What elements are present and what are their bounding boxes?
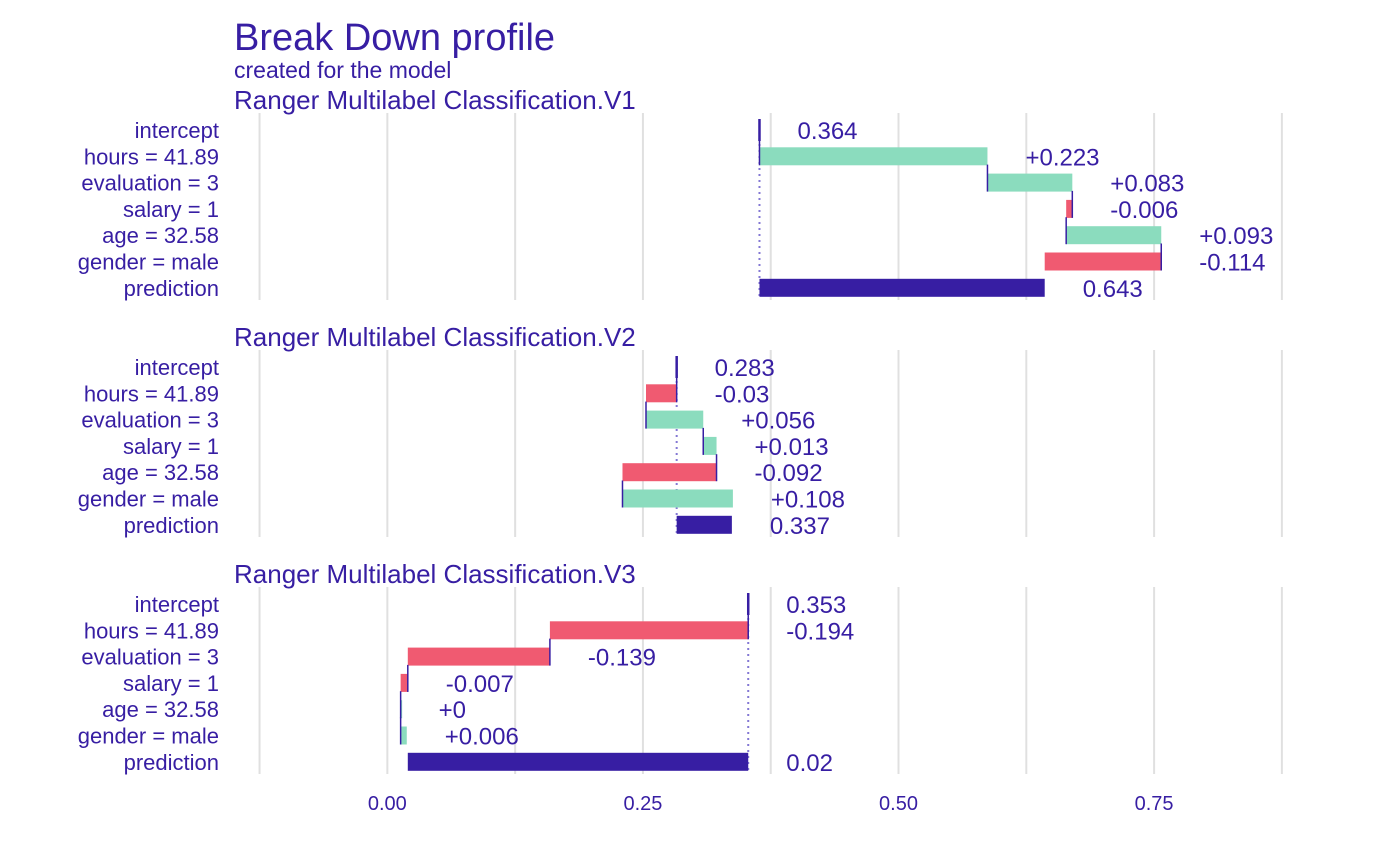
category-label: salary = 1 <box>123 197 219 222</box>
positive-contribution-bar <box>759 147 988 166</box>
prediction-bar <box>407 752 749 771</box>
panel-v2: Ranger Multilabel Classification.V2 inter… <box>78 322 1283 540</box>
value-label: 0.353 <box>786 592 846 619</box>
panel-v1: Ranger Multilabel Classification.V1 inter… <box>78 85 1283 303</box>
category-label: intercept <box>135 592 219 617</box>
positive-contribution-bar <box>645 410 704 429</box>
category-label: age = 32.58 <box>102 223 219 248</box>
value-label: 0.643 <box>1083 276 1143 303</box>
x-axis: 0.00 0.25 0.50 0.75 <box>368 793 1174 815</box>
category-label: age = 32.58 <box>102 460 219 485</box>
value-label: +0 <box>439 697 466 724</box>
value-label: +0.083 <box>1110 171 1184 198</box>
value-label: 0.02 <box>786 750 833 777</box>
value-label: -0.007 <box>446 671 514 698</box>
positive-contribution-bar <box>987 173 1073 192</box>
x-tick-label: 0.25 <box>623 793 662 815</box>
chart-subtitle: created for the model <box>234 57 451 83</box>
negative-contribution-bar <box>407 647 550 666</box>
value-label: +0.108 <box>771 487 845 514</box>
negative-contribution-bar <box>622 463 717 482</box>
value-label: -0.006 <box>1110 197 1178 224</box>
value-label: 0.283 <box>715 355 775 382</box>
positive-contribution-bar <box>1066 226 1162 245</box>
value-label: +0.223 <box>1025 144 1099 171</box>
category-label: prediction <box>124 750 219 775</box>
category-label: gender = male <box>78 724 219 749</box>
positive-contribution-bar <box>622 489 733 508</box>
panel-title: Ranger Multilabel Classification.V1 <box>234 85 636 115</box>
value-label: 0.337 <box>770 513 830 540</box>
value-label: +0.013 <box>755 434 829 461</box>
value-label: -0.03 <box>715 381 770 408</box>
value-label: +0.056 <box>741 408 815 435</box>
negative-contribution-bar <box>400 673 408 692</box>
category-label: hours = 41.89 <box>84 381 219 406</box>
value-label: -0.194 <box>786 618 854 645</box>
category-label: hours = 41.89 <box>84 618 219 643</box>
category-label: evaluation = 3 <box>81 408 219 433</box>
category-label: intercept <box>135 355 219 380</box>
category-label: prediction <box>124 513 219 538</box>
prediction-bar <box>759 278 1045 297</box>
panel-title: Ranger Multilabel Classification.V3 <box>234 559 636 589</box>
negative-contribution-bar <box>645 384 677 403</box>
category-label: age = 32.58 <box>102 697 219 722</box>
value-label: -0.092 <box>755 460 823 487</box>
panel-title: Ranger Multilabel Classification.V2 <box>234 322 636 352</box>
category-label: gender = male <box>78 487 219 512</box>
negative-contribution-bar <box>549 621 749 640</box>
x-tick-label: 0.00 <box>368 793 407 815</box>
x-tick-label: 0.50 <box>879 793 918 815</box>
category-label: evaluation = 3 <box>81 171 219 196</box>
panels: Ranger Multilabel Classification.V1 inter… <box>78 85 1283 777</box>
panel-v3: Ranger Multilabel Classification.V3 inter… <box>78 559 1283 777</box>
prediction-bar <box>676 515 732 534</box>
category-label: hours = 41.89 <box>84 144 219 169</box>
category-label: prediction <box>124 276 219 301</box>
negative-contribution-bar <box>1044 252 1162 271</box>
category-label: salary = 1 <box>123 434 219 459</box>
chart-title: Break Down profile <box>234 17 555 59</box>
category-label: intercept <box>135 118 219 143</box>
positive-contribution-bar <box>400 726 407 745</box>
category-label: salary = 1 <box>123 671 219 696</box>
value-label: +0.093 <box>1199 223 1273 250</box>
value-label: -0.114 <box>1199 250 1265 277</box>
negative-contribution-bar <box>1066 199 1073 218</box>
positive-contribution-bar <box>703 436 717 455</box>
value-label: 0.364 <box>797 118 857 145</box>
category-label: gender = male <box>78 250 219 275</box>
value-label: -0.139 <box>588 645 656 672</box>
category-label: evaluation = 3 <box>81 645 219 670</box>
value-label: +0.006 <box>445 724 519 751</box>
x-tick-label: 0.75 <box>1135 793 1174 815</box>
